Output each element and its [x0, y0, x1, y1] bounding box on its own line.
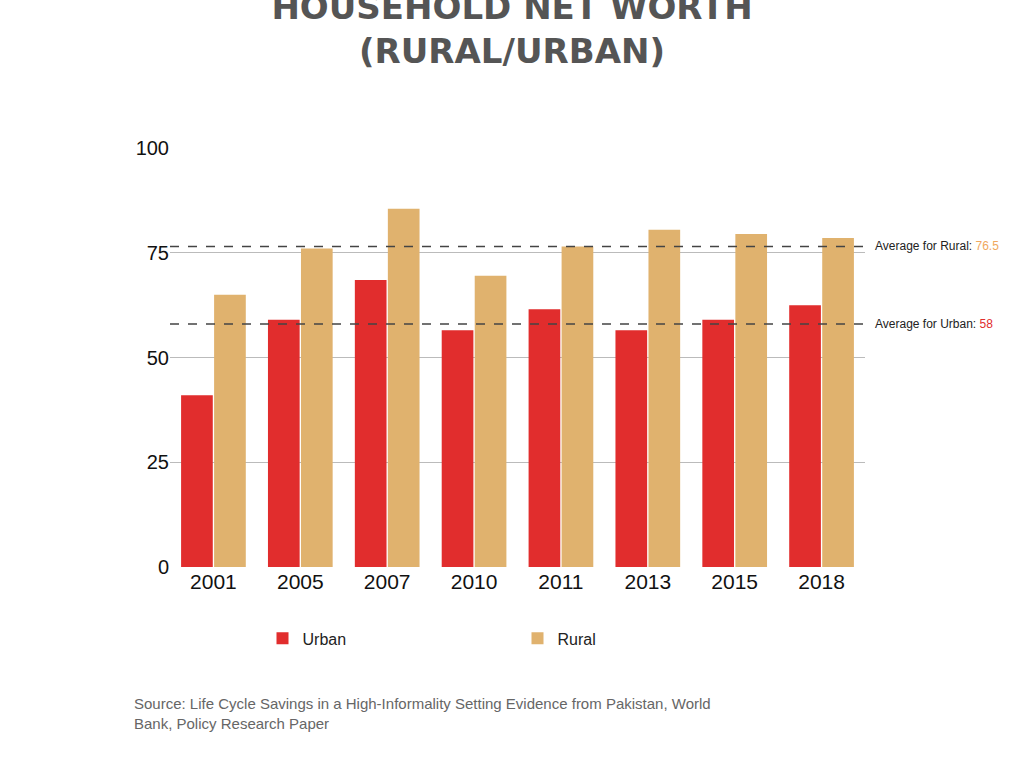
svg-text:0: 0 — [158, 556, 169, 578]
svg-text:2010: 2010 — [451, 570, 498, 593]
svg-text:2005: 2005 — [277, 570, 324, 593]
svg-text:2018: 2018 — [798, 570, 845, 593]
svg-text:Average for Rural: 76.5: Average for Rural: 76.5 — [875, 239, 999, 253]
svg-text:100: 100 — [136, 137, 169, 159]
svg-text:Source: Life Cycle Savings in: Source: Life Cycle Savings in a High-Inf… — [134, 695, 711, 732]
svg-text:2015: 2015 — [711, 570, 758, 593]
svg-text:Rural: Rural — [558, 631, 596, 648]
svg-text:25: 25 — [147, 451, 169, 473]
svg-text:2013: 2013 — [624, 570, 671, 593]
svg-text:Urban: Urban — [303, 631, 347, 648]
svg-text:2011: 2011 — [538, 570, 583, 593]
svg-text:2007: 2007 — [364, 570, 411, 593]
svg-text:HOUSEHOLD NET WORTH(RURAL/URBA: HOUSEHOLD NET WORTH(RURAL/URBAN) — [271, 0, 752, 71]
svg-text:Average for Urban: 58: Average for Urban: 58 — [875, 317, 993, 331]
svg-text:2001: 2001 — [190, 570, 237, 593]
svg-text:50: 50 — [147, 347, 169, 369]
svg-text:75: 75 — [147, 242, 169, 264]
